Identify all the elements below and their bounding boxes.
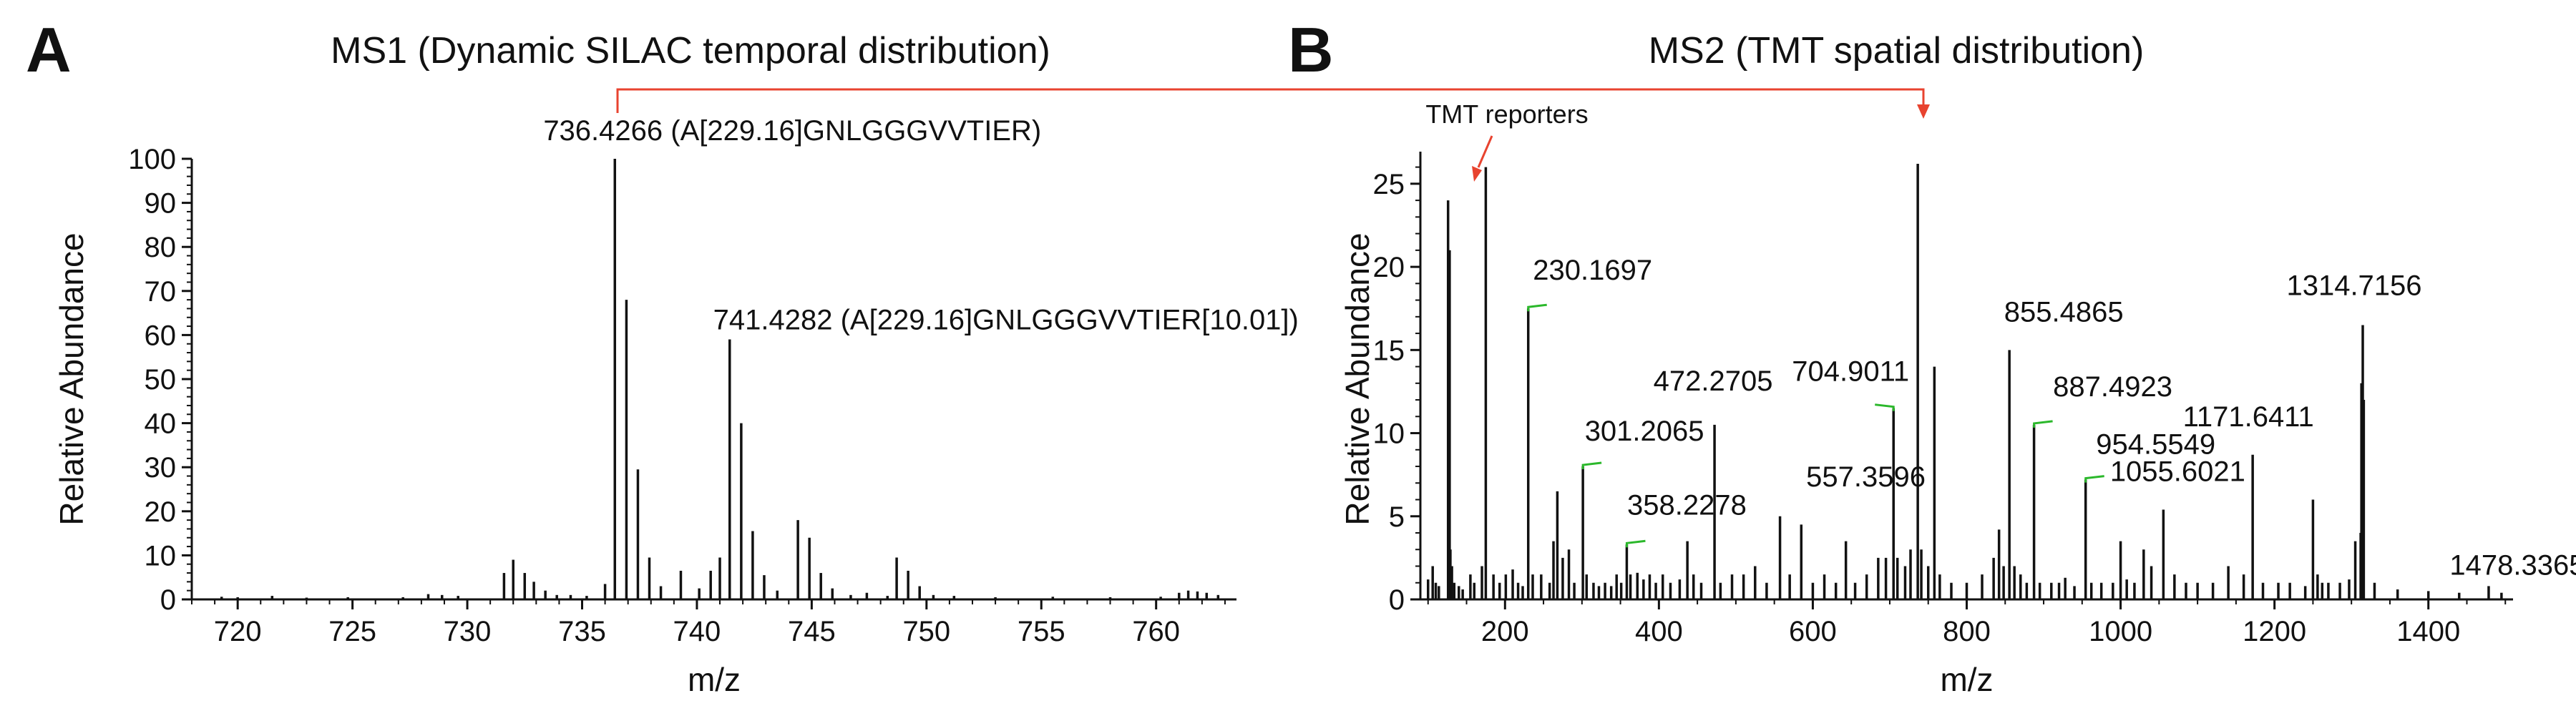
ms2-label-leader xyxy=(1625,539,1646,548)
ms1-y-tick-label: 90 xyxy=(145,188,177,220)
ms2-y-tick-label: 10 xyxy=(1373,418,1405,450)
ms1-x-axis-label: m/z xyxy=(688,661,741,698)
ms1-y-tick-label: 20 xyxy=(145,496,177,528)
ms1-x-tick-label: 730 xyxy=(444,616,492,647)
panel-a-letter: A xyxy=(26,14,72,85)
tmt-reporters-arrow-line xyxy=(1477,135,1493,168)
precursor-link-arrowhead xyxy=(1917,104,1930,119)
ms2-x-tick-label: 1000 xyxy=(2089,616,2152,647)
ms2-x-tick-label: 800 xyxy=(1943,616,1991,647)
ms2-x-tick-label: 200 xyxy=(1481,616,1529,647)
ms1-peak-label: 736.4266 (A[229.16]GNLGGGVVTIER) xyxy=(543,115,1041,147)
precursor-link-line xyxy=(616,88,1925,113)
ms2-x-tick-label: 1400 xyxy=(2396,616,2460,647)
ms1-x-tick-label: 750 xyxy=(902,616,950,647)
ms1-x-tick-label: 745 xyxy=(788,616,836,647)
ms2-peak-label: 1478.3365 xyxy=(2449,549,2576,581)
ms2-y-tick-label: 25 xyxy=(1373,169,1405,200)
ms2-peak-label: 855.4865 xyxy=(2004,296,2124,328)
ms1-x-tick-label: 720 xyxy=(214,616,262,647)
ms2-label-leader xyxy=(1581,461,1602,470)
ms2-x-tick-label: 400 xyxy=(1635,616,1683,647)
ms1-x-tick-label: 740 xyxy=(673,616,721,647)
ms1-y-tick-label: 10 xyxy=(145,540,177,572)
ms1-x-tick-label: 755 xyxy=(1018,616,1065,647)
panel-a-title: MS1 (Dynamic SILAC temporal distribution… xyxy=(331,30,1050,72)
ms2-spectrum-plot: 200 400 600 800 1000 1200 1400 0 5 10 15 20 25 m/z Rel… xyxy=(1339,152,2576,698)
ms1-y-tick-label: 50 xyxy=(145,364,177,396)
ms2-peak-label: 887.4923 xyxy=(2053,371,2172,403)
tmt-reporters-label: TMT reporters xyxy=(1425,99,1588,129)
ms1-y-tick-label: 70 xyxy=(145,276,177,308)
ms2-peak-label: 230.1697 xyxy=(1533,255,1652,286)
ms2-peak-label: 954.5549 xyxy=(2096,429,2215,461)
ms1-x-tick-label: 735 xyxy=(558,616,606,647)
ms2-y-tick-label: 5 xyxy=(1389,501,1405,533)
ms2-label-leader xyxy=(1875,403,1895,411)
tmt-reporters-arrowhead xyxy=(1472,166,1482,182)
ms2-peak-label: 1171.6411 xyxy=(2183,401,2314,433)
ms2-y-axis-label: Relative Abundance xyxy=(1339,232,1376,525)
ms2-peak-label: 1314.7156 xyxy=(2286,270,2421,301)
ms2-label-leader xyxy=(2084,475,2104,483)
ms2-x-axis-label: m/z xyxy=(1940,661,1993,698)
ms2-label-leader xyxy=(1527,303,1547,312)
ms1-y-tick-label: 60 xyxy=(145,320,177,351)
ms2-peak-label: 301.2065 xyxy=(1585,416,1704,447)
ms1-y-axis-label: Relative Abundance xyxy=(53,232,90,525)
panel-b-letter: B xyxy=(1288,14,1334,85)
ms1-x-tick-label: 760 xyxy=(1132,616,1180,647)
ms1-x-tick-label: 725 xyxy=(328,616,376,647)
ms1-y-tick-label: 40 xyxy=(145,408,177,440)
ms1-y-tick-label: 100 xyxy=(128,144,176,175)
ms2-peak-label: 358.2278 xyxy=(1627,489,1747,521)
ms2-y-tick-label: 20 xyxy=(1373,252,1405,283)
ms2-peak-label: 1055.6021 xyxy=(2110,456,2245,487)
ms2-y-tick-label: 0 xyxy=(1389,584,1405,616)
ms2-peak-label: 472.2705 xyxy=(1654,366,1773,397)
ms2-x-tick-label: 1200 xyxy=(2243,616,2306,647)
ms2-peak-label: 704.9011 xyxy=(1792,356,1909,388)
ms1-y-tick-label: 80 xyxy=(145,232,177,263)
ms2-label-leader xyxy=(2033,420,2053,428)
ms1-peak-label: 741.4282 (A[229.16]GNLGGGVVTIER[10.01]) xyxy=(713,305,1299,336)
ms2-y-tick-label: 15 xyxy=(1373,335,1405,366)
ms1-y-tick-label: 0 xyxy=(160,584,176,616)
ms2-peak-label: 557.3596 xyxy=(1806,461,1926,493)
ms2-x-tick-label: 600 xyxy=(1789,616,1837,647)
panel-b-title: MS2 (TMT spatial distribution) xyxy=(1649,30,2145,72)
ms1-y-tick-label: 30 xyxy=(145,452,177,484)
ms1-spectrum-plot: 720 725 730 735 740 745 750 755 760 0 10 20 30 40 50 60… xyxy=(53,115,1299,698)
